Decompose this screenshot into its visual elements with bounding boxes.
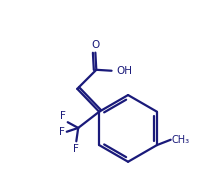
Text: CH₃: CH₃ — [172, 135, 190, 145]
Text: F: F — [60, 111, 66, 121]
Text: OH: OH — [116, 66, 132, 76]
Text: F: F — [73, 144, 79, 154]
Text: O: O — [91, 40, 99, 50]
Text: F: F — [59, 127, 65, 137]
